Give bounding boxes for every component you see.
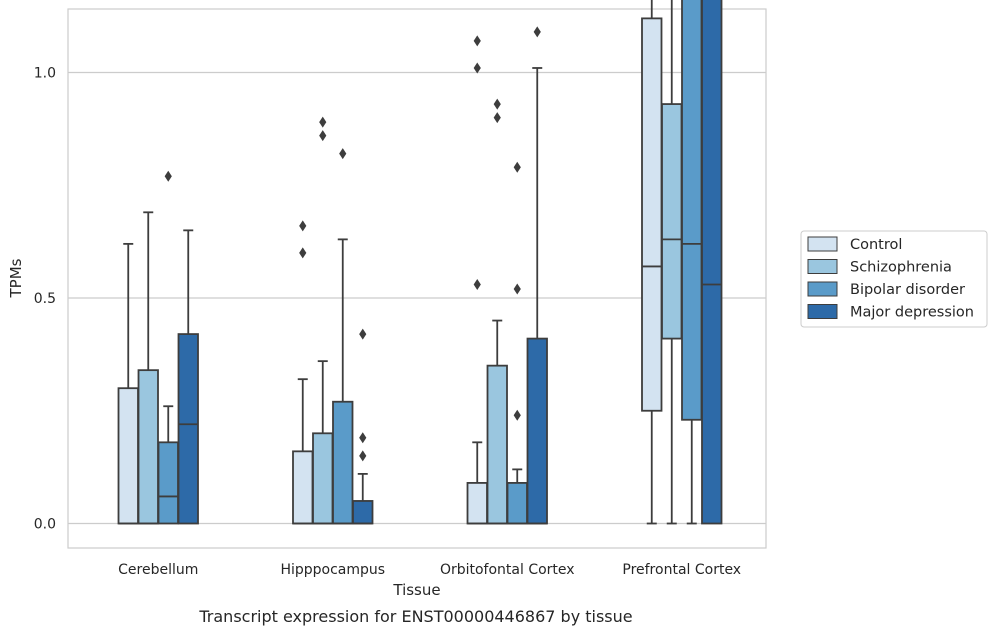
box-major-depression: [526, 26, 548, 525]
box-body: [292, 450, 314, 525]
box-schizophrenia: [486, 98, 508, 525]
box-body: [701, 0, 723, 525]
legend-swatch: [807, 236, 838, 252]
box-body: [661, 103, 683, 340]
box-body: [157, 441, 179, 525]
y-axis-ticks: 0.00.51.01.52.0: [34, 66, 56, 533]
legend-items: Control Schizophrenia Bipolar disorder Majo…: [807, 236, 974, 321]
box-body: [506, 482, 528, 525]
x-tick-label: Prefrontal Cortex: [622, 562, 741, 578]
box-bipolar-disorder: [157, 170, 179, 525]
plot-frame: [67, 8, 767, 549]
outlier-point: [473, 62, 481, 74]
outlier-point: [319, 116, 327, 128]
outlier-point: [164, 170, 172, 182]
box-bipolar-disorder: [332, 148, 354, 525]
outlier-point: [299, 220, 307, 232]
box-body: [526, 337, 548, 525]
x-axis-title: Tissue: [392, 581, 440, 599]
box-control: [117, 242, 139, 525]
legend-label: Schizophrenia: [850, 260, 952, 276]
outlier-point: [339, 148, 347, 160]
box-body: [117, 387, 139, 525]
outlier-point: [319, 130, 327, 142]
outlier-point: [533, 26, 541, 38]
y-tick-label: 0.5: [34, 291, 56, 307]
box-body: [312, 432, 334, 525]
y-axis-title: TPMs: [7, 258, 25, 298]
box-body: [681, 0, 703, 421]
boxes-layer: [117, 0, 723, 525]
box-body: [137, 369, 159, 525]
box-body: [486, 364, 508, 525]
legend-label: Bipolar disorder: [850, 282, 965, 298]
box-schizophrenia: [661, 0, 683, 525]
outlier-point: [359, 328, 367, 340]
box-bipolar-disorder: [681, 0, 703, 525]
box-control: [292, 220, 314, 525]
legend-swatch: [807, 304, 838, 319]
legend-label: Control: [850, 237, 902, 253]
legend: Control Schizophrenia Bipolar disorder Majo…: [800, 230, 988, 328]
outlier-point: [299, 247, 307, 259]
box-schizophrenia: [137, 211, 159, 525]
outlier-point: [359, 450, 367, 462]
box-bipolar-disorder: [506, 161, 528, 525]
x-tick-label: Cerebellum: [118, 562, 198, 578]
box-body: [177, 333, 199, 525]
box-major-depression: [177, 229, 199, 525]
box-body: [641, 17, 663, 412]
y-tick-label: 0.0: [34, 517, 56, 533]
outlier-point: [493, 112, 501, 124]
legend-swatch: [807, 281, 838, 297]
y-tick-label: 1.0: [34, 66, 56, 82]
x-tick-label: Orbitofontal Cortex: [440, 562, 575, 578]
box-schizophrenia: [312, 116, 334, 525]
x-axis-ticks: Cerebellum Hipppocampus Orbitofontal Corte…: [118, 562, 741, 578]
outlier-point: [493, 98, 501, 110]
legend-frame: [800, 230, 988, 328]
box-major-depression: [352, 328, 374, 525]
box-major-depression: [701, 0, 723, 525]
legend-swatch: [807, 259, 838, 274]
box-control: [641, 0, 663, 525]
outlier-point: [513, 409, 521, 421]
outlier-point: [513, 161, 521, 173]
x-tick-label: Hipppocampus: [280, 562, 385, 578]
outlier-point: [513, 283, 521, 295]
box-body: [352, 500, 374, 525]
outlier-point: [473, 35, 481, 47]
outlier-point: [473, 278, 481, 290]
box-body: [332, 400, 354, 525]
box-body: [466, 482, 488, 525]
chart-caption: Transcript expression for ENST0000044686…: [198, 607, 632, 626]
outlier-point: [359, 432, 367, 444]
box-control: [466, 35, 488, 525]
legend-label: Major depression: [850, 305, 974, 321]
